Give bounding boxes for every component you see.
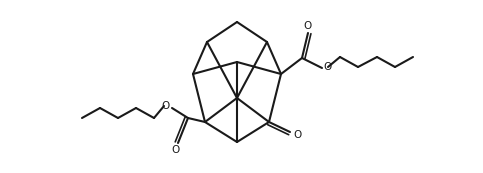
- Text: O: O: [323, 62, 331, 72]
- Text: O: O: [161, 101, 169, 111]
- Text: O: O: [171, 145, 179, 155]
- Text: O: O: [303, 21, 311, 31]
- Text: O: O: [293, 130, 301, 140]
